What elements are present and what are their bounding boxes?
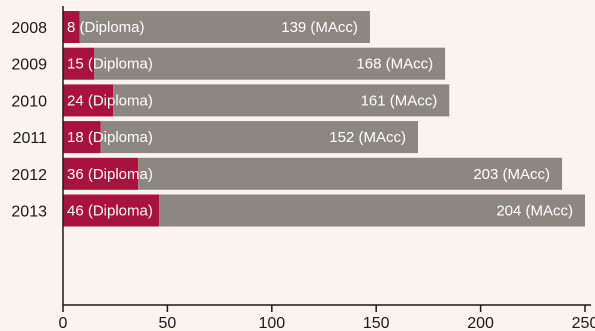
bar-label-diploma-2008: 8 (Diploma) <box>67 19 145 36</box>
bar-label-macc-2009: 168 (MAcc) <box>356 56 433 73</box>
x-tick-label-0: 0 <box>59 315 68 331</box>
bar-label-macc-2008: 139 (MAcc) <box>281 19 358 36</box>
bar-label-diploma-2011: 18 (Diploma) <box>67 129 153 146</box>
x-tick-label-50: 50 <box>159 315 177 331</box>
year-label-2008: 2008 <box>11 20 47 37</box>
year-label-2013: 2013 <box>11 204 47 221</box>
x-tick-label-200: 200 <box>467 315 494 331</box>
year-label-2011: 2011 <box>13 130 48 147</box>
bar-label-macc-2010: 161 (MAcc) <box>361 92 438 109</box>
bar-label-diploma-2009: 15 (Diploma) <box>67 56 153 73</box>
x-tick-label-100: 100 <box>258 315 285 331</box>
bar-label-macc-2012: 203 (MAcc) <box>473 166 550 183</box>
bar-label-macc-2013: 204 (MAcc) <box>496 203 573 220</box>
year-label-2012: 2012 <box>11 167 47 184</box>
x-tick-label-250: 250 <box>572 315 595 331</box>
year-label-2010: 2010 <box>11 93 47 110</box>
bar-label-macc-2011: 152 (MAcc) <box>329 129 406 146</box>
year-label-2009: 2009 <box>11 57 47 74</box>
bar-label-diploma-2012: 36 (Diploma) <box>67 166 153 183</box>
bar-label-diploma-2013: 46 (Diploma) <box>67 203 153 220</box>
x-tick-label-150: 150 <box>363 315 390 331</box>
bar-label-diploma-2010: 24 (Diploma) <box>67 92 153 109</box>
